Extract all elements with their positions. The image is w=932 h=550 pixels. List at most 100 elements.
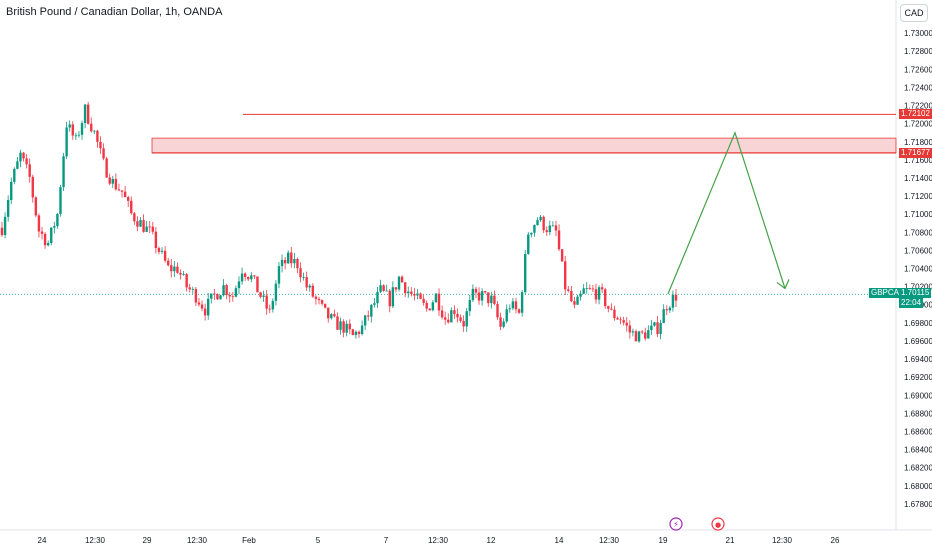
candle [373, 297, 376, 308]
y-tick-label: 1.70800 [904, 228, 932, 237]
candle [419, 292, 422, 300]
candle [219, 294, 222, 300]
x-tick-label: 26 [831, 536, 840, 545]
candle [487, 292, 490, 307]
candle [185, 273, 188, 292]
candle [280, 254, 284, 273]
y-tick-label: 1.70200 [904, 283, 932, 292]
y-tick-label: 1.68400 [904, 446, 932, 455]
resistance-zone-layer [0, 113, 897, 295]
candle [290, 246, 293, 268]
candle [43, 232, 47, 249]
y-tick-label: 1.71200 [904, 192, 932, 201]
svg-text:●: ● [715, 521, 721, 529]
candle [560, 248, 564, 262]
candle [400, 275, 404, 283]
candle [594, 283, 598, 304]
candle [207, 292, 210, 320]
candle [391, 281, 395, 309]
candle [376, 286, 379, 308]
candle [74, 132, 78, 140]
candle [123, 185, 127, 198]
candle [539, 215, 542, 223]
candle [139, 216, 142, 227]
candle [453, 305, 456, 319]
candle [317, 296, 321, 305]
candle [265, 290, 268, 315]
x-tick-label: 12:30 [772, 536, 793, 545]
candle [551, 221, 555, 227]
y-tick-label: 1.68800 [904, 409, 932, 418]
candle [653, 321, 656, 327]
candle [142, 214, 145, 233]
candle [342, 319, 345, 338]
candle [413, 287, 416, 301]
resistance-zone[interactable] [151, 137, 897, 154]
candle [339, 317, 342, 335]
candle [591, 284, 595, 293]
candle [511, 297, 515, 311]
candle [616, 316, 619, 320]
candle [311, 283, 315, 298]
candle [644, 327, 647, 341]
candle [179, 269, 182, 280]
candle [96, 129, 99, 148]
candle [483, 290, 487, 294]
y-tick-label: 1.69200 [904, 373, 932, 382]
candle [13, 167, 16, 185]
candle [628, 320, 632, 339]
candle [345, 320, 348, 337]
y-tick-label: 1.70400 [904, 265, 932, 274]
candle [50, 227, 53, 246]
candle [117, 183, 121, 192]
candle [240, 267, 244, 285]
candle [557, 224, 561, 252]
y-tick-label: 1.68000 [904, 482, 932, 491]
symbol-label: GBPCAD [869, 288, 907, 299]
candle [90, 117, 93, 133]
candle [554, 220, 558, 237]
candle [431, 300, 435, 312]
candle [465, 308, 468, 332]
candle [200, 300, 204, 312]
event-icons[interactable]: ⚡ ● [669, 517, 725, 531]
candle [357, 330, 361, 338]
candle [619, 316, 622, 325]
candle [59, 184, 62, 217]
lightning-event-icon[interactable]: ⚡ [669, 517, 683, 531]
candle [471, 284, 475, 302]
candle [197, 297, 201, 307]
candle [243, 272, 247, 281]
x-tick-label: 12:30 [428, 536, 449, 545]
candle [133, 211, 136, 225]
x-tick-label: 24 [38, 536, 47, 545]
candle [333, 309, 336, 318]
candle [93, 129, 96, 135]
y-tick-label: 1.68600 [904, 427, 932, 436]
candle [450, 307, 453, 323]
candle [650, 319, 653, 335]
candle [323, 303, 327, 309]
candle [203, 303, 207, 321]
candle [10, 177, 13, 205]
candle [99, 136, 102, 154]
candle [253, 274, 256, 280]
candle [613, 305, 616, 321]
candle [508, 304, 512, 313]
y-tick-label: 1.72600 [904, 65, 932, 74]
candle [228, 292, 231, 303]
projection-path[interactable] [667, 130, 786, 295]
candle [308, 284, 311, 292]
candle [388, 289, 391, 313]
currency-button[interactable]: CAD [900, 4, 928, 22]
candle [674, 288, 678, 307]
candle [247, 276, 250, 282]
candle [520, 290, 524, 317]
candle [456, 308, 459, 323]
candle [237, 276, 241, 295]
candle [148, 221, 151, 234]
projection-layer [667, 130, 790, 295]
candle [320, 299, 324, 306]
economic-event-icon[interactable]: ● [711, 517, 725, 531]
